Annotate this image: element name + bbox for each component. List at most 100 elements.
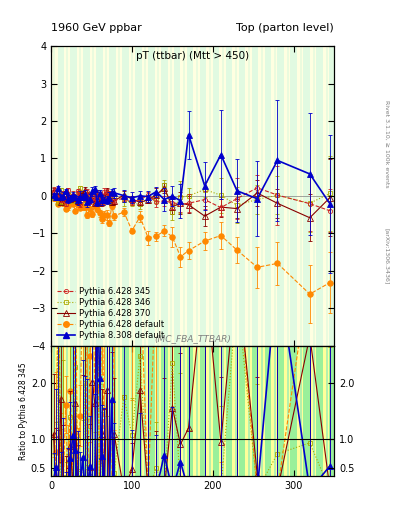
Bar	[316, 46, 323, 346]
Bar	[77, 46, 83, 346]
Text: Top (parton level): Top (parton level)	[236, 23, 334, 33]
Bar	[148, 46, 154, 346]
Bar	[300, 46, 302, 346]
Bar	[174, 46, 180, 346]
Bar	[232, 46, 239, 346]
Bar	[154, 46, 161, 346]
Bar	[261, 346, 263, 476]
Bar	[90, 46, 96, 346]
Bar	[196, 346, 198, 476]
Bar	[193, 46, 200, 346]
Bar	[226, 346, 232, 476]
Bar	[258, 346, 264, 476]
Bar	[245, 46, 252, 346]
Bar	[109, 46, 116, 346]
Bar	[64, 46, 70, 346]
Bar	[303, 46, 310, 346]
Bar	[193, 346, 200, 476]
Bar	[79, 346, 81, 476]
Bar	[274, 346, 276, 476]
Bar	[103, 346, 109, 476]
Bar	[129, 346, 135, 476]
Bar	[141, 346, 148, 476]
Text: [arXiv:1306.3436]: [arXiv:1306.3436]	[385, 228, 389, 284]
Bar	[157, 346, 159, 476]
Bar	[196, 46, 198, 346]
Bar	[131, 46, 133, 346]
Y-axis label: Ratio to Pythia 6.428 345: Ratio to Pythia 6.428 345	[19, 362, 28, 460]
Bar	[174, 346, 180, 476]
Bar	[209, 46, 211, 346]
Bar	[161, 346, 167, 476]
Bar	[187, 346, 193, 476]
Bar	[232, 346, 239, 476]
Bar	[271, 346, 277, 476]
Bar	[154, 346, 161, 476]
Bar	[235, 46, 237, 346]
Bar	[66, 46, 68, 346]
Bar	[313, 46, 315, 346]
Bar	[109, 346, 116, 476]
Bar	[116, 46, 122, 346]
Bar	[248, 46, 250, 346]
Bar	[290, 46, 297, 346]
Bar	[167, 346, 174, 476]
Bar	[222, 46, 224, 346]
Bar	[323, 346, 329, 476]
Bar	[200, 346, 206, 476]
Bar	[213, 346, 219, 476]
Bar	[239, 46, 245, 346]
Bar	[148, 346, 154, 476]
Bar	[170, 346, 172, 476]
Bar	[92, 346, 94, 476]
Bar	[122, 346, 129, 476]
Bar	[222, 346, 224, 476]
Bar	[310, 46, 316, 346]
Bar	[235, 346, 237, 476]
Bar	[83, 46, 90, 346]
Bar	[329, 346, 336, 476]
Bar	[105, 346, 107, 476]
Bar	[79, 46, 81, 346]
Bar	[326, 46, 329, 346]
Legend: Pythia 6.428 345, Pythia 6.428 346, Pythia 6.428 370, Pythia 6.428 default, Pyth: Pythia 6.428 345, Pythia 6.428 346, Pyth…	[55, 285, 165, 342]
Bar	[264, 46, 271, 346]
Bar	[57, 346, 64, 476]
Bar	[90, 346, 96, 476]
Bar	[57, 46, 64, 346]
Bar	[70, 346, 77, 476]
Bar	[105, 46, 107, 346]
Bar	[131, 346, 133, 476]
Bar	[96, 46, 103, 346]
Bar	[96, 346, 103, 476]
Bar	[277, 346, 284, 476]
Bar	[284, 346, 290, 476]
Bar	[316, 346, 323, 476]
Bar	[141, 46, 148, 346]
Bar	[157, 46, 159, 346]
Bar	[258, 46, 264, 346]
Bar	[53, 346, 55, 476]
Text: (MC_FBA_TTBAR): (MC_FBA_TTBAR)	[154, 334, 231, 343]
Bar	[77, 346, 83, 476]
Bar	[219, 46, 226, 346]
Bar	[284, 46, 290, 346]
Bar	[180, 346, 187, 476]
Bar	[226, 46, 232, 346]
Bar	[118, 46, 120, 346]
Bar	[167, 46, 174, 346]
Bar	[209, 346, 211, 476]
Bar	[51, 46, 57, 346]
Bar	[252, 46, 258, 346]
Bar	[239, 346, 245, 476]
Bar	[135, 46, 141, 346]
Bar	[261, 46, 263, 346]
Bar	[161, 46, 167, 346]
Bar	[297, 346, 303, 476]
Bar	[213, 46, 219, 346]
Bar	[252, 346, 258, 476]
Text: pT (ttbar) (Mtt > 450): pT (ttbar) (Mtt > 450)	[136, 51, 249, 60]
Bar	[51, 346, 57, 476]
Bar	[313, 346, 315, 476]
Bar	[326, 346, 329, 476]
